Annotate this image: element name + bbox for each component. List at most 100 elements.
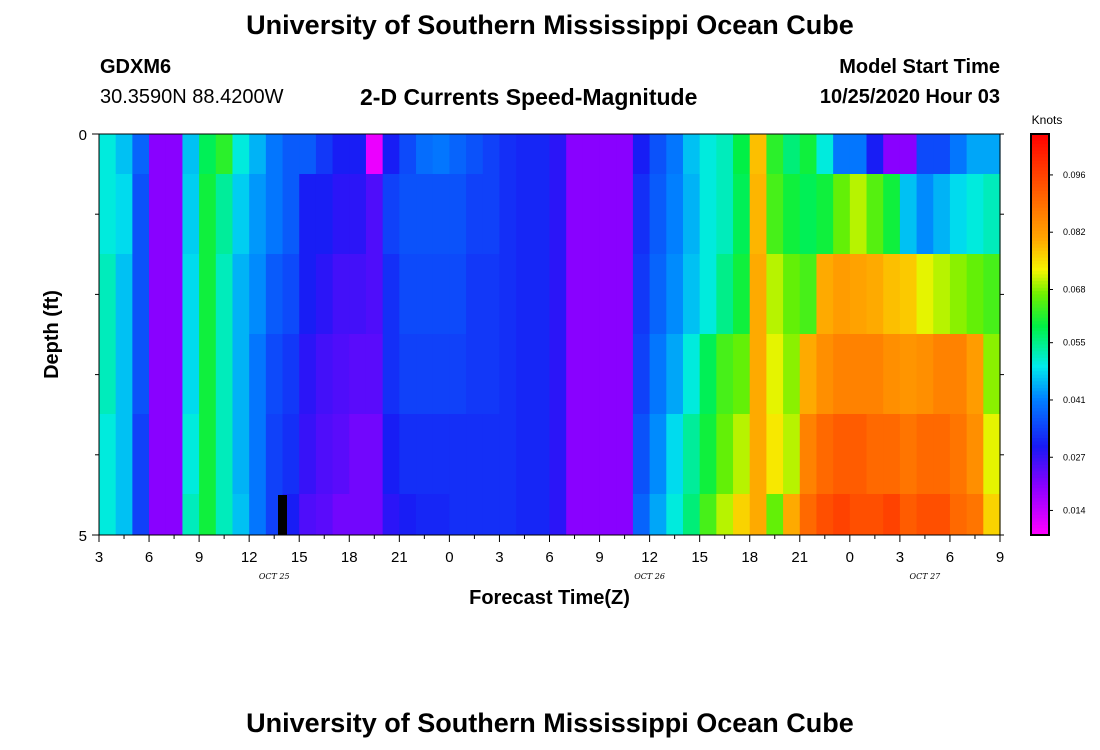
heatmap-cell <box>115 254 133 334</box>
heatmap-cell <box>666 334 684 414</box>
colorbar-swatch <box>1031 394 1049 399</box>
heatmap-cell <box>416 254 434 334</box>
heatmap-cell <box>816 134 834 174</box>
heatmap-cell <box>749 134 768 174</box>
heatmap-cell <box>549 174 567 254</box>
heatmap-cell <box>632 134 651 174</box>
heatmap-cell <box>849 494 868 535</box>
heatmap-cell <box>983 134 1001 174</box>
colorbar-swatch <box>1031 220 1049 225</box>
heatmap-cell <box>816 414 834 494</box>
heatmap-cell <box>215 414 234 494</box>
heatmap-cell <box>399 254 417 334</box>
heatmap-cell <box>933 174 951 254</box>
heatmap-cell <box>899 134 918 174</box>
heatmap-cell <box>666 174 684 254</box>
heatmap-cell <box>516 494 534 535</box>
colorbar-swatch <box>1031 418 1049 422</box>
colorbar-swatch <box>1031 524 1049 529</box>
colorbar-swatch <box>1031 304 1049 309</box>
heatmap-cell <box>849 174 868 254</box>
heatmap-cell <box>482 334 501 414</box>
heatmap-cell <box>766 334 784 414</box>
x-tick-label: 6 <box>946 549 954 566</box>
heatmap-cell <box>149 134 167 174</box>
colorbar-swatch <box>1031 224 1049 229</box>
heatmap-cell <box>349 174 367 254</box>
colorbar-swatch <box>1031 504 1049 509</box>
colorbar-swatch <box>1031 234 1049 239</box>
heatmap-cell <box>232 414 250 494</box>
heatmap-cell <box>132 174 150 254</box>
heatmap-cell <box>649 254 667 334</box>
colorbar-swatch <box>1031 271 1049 275</box>
colorbar-swatch <box>1031 140 1049 145</box>
colorbar-swatch <box>1031 174 1049 179</box>
colorbar-swatch <box>1031 401 1049 406</box>
colorbar-swatch <box>1031 204 1049 209</box>
heatmap-cell <box>399 414 417 494</box>
heatmap-cell <box>866 134 884 174</box>
heatmap-cell <box>165 494 184 535</box>
heatmap-cell <box>733 334 751 414</box>
heatmap-cell <box>149 414 167 494</box>
colorbar-swatch <box>1031 294 1049 299</box>
heatmap-cell <box>632 254 651 334</box>
heatmap-cell <box>733 134 751 174</box>
colorbar-tick-label: 0.027 <box>1063 452 1086 462</box>
heatmap-cell <box>199 414 217 494</box>
heatmap-cell <box>99 414 117 494</box>
colorbar-swatch <box>1031 478 1049 483</box>
heatmap-cell <box>182 494 200 535</box>
colorbar-swatch <box>1031 311 1049 316</box>
chart-subtitle: 2-D Currents Speed-Magnitude <box>360 84 698 110</box>
heatmap-cell <box>916 254 934 334</box>
colorbar-swatch <box>1031 484 1049 489</box>
colorbar-swatch <box>1031 514 1049 519</box>
heatmap-cell <box>799 334 818 414</box>
heatmap-cell <box>816 494 834 535</box>
colorbar-unit-label: Knots <box>1032 113 1063 127</box>
heatmap-cell <box>783 334 801 414</box>
colorbar-swatch <box>1031 144 1049 148</box>
colorbar-swatch <box>1031 381 1049 386</box>
heatmap-cell <box>733 174 751 254</box>
x-tick-label: 0 <box>846 549 854 566</box>
colorbar-swatch <box>1031 347 1049 352</box>
heatmap-cell <box>532 134 551 174</box>
heatmap-cell <box>682 254 701 334</box>
heatmap-cell <box>883 254 901 334</box>
colorbar-swatch <box>1031 391 1049 396</box>
colorbar-frame <box>1030 133 1050 536</box>
heatmap-cell <box>833 254 851 334</box>
heatmap-cell <box>432 334 450 414</box>
heatmap-cell <box>199 174 217 254</box>
heatmap-cell <box>199 494 217 535</box>
heatmap-cell <box>682 134 701 174</box>
colorbar-swatch <box>1031 404 1049 409</box>
heatmap-cell <box>783 414 801 494</box>
heatmap-cell <box>883 414 901 494</box>
heatmap-cell <box>582 174 601 254</box>
heatmap-cell <box>299 414 317 494</box>
heatmap-cell <box>365 494 384 535</box>
heatmap-cell <box>115 174 133 254</box>
x-tick-label: 18 <box>741 549 758 566</box>
heatmap-cell <box>949 134 968 174</box>
heatmap-cell <box>983 494 1001 535</box>
heatmap-cell <box>783 494 801 535</box>
heatmap-cell <box>549 494 567 535</box>
heatmap-cell <box>416 174 434 254</box>
heatmap-cell <box>949 254 968 334</box>
colorbar-swatch <box>1031 414 1049 419</box>
heatmap-cell <box>382 174 400 254</box>
heatmap-cell <box>232 134 250 174</box>
x-tick-label: 3 <box>896 549 904 566</box>
heatmap-cell <box>666 414 684 494</box>
colorbar-swatch <box>1031 250 1049 255</box>
heatmap-cell <box>332 494 350 535</box>
heatmap-cell <box>332 414 350 494</box>
heatmap-cell <box>432 174 450 254</box>
heatmap-cell <box>132 334 150 414</box>
